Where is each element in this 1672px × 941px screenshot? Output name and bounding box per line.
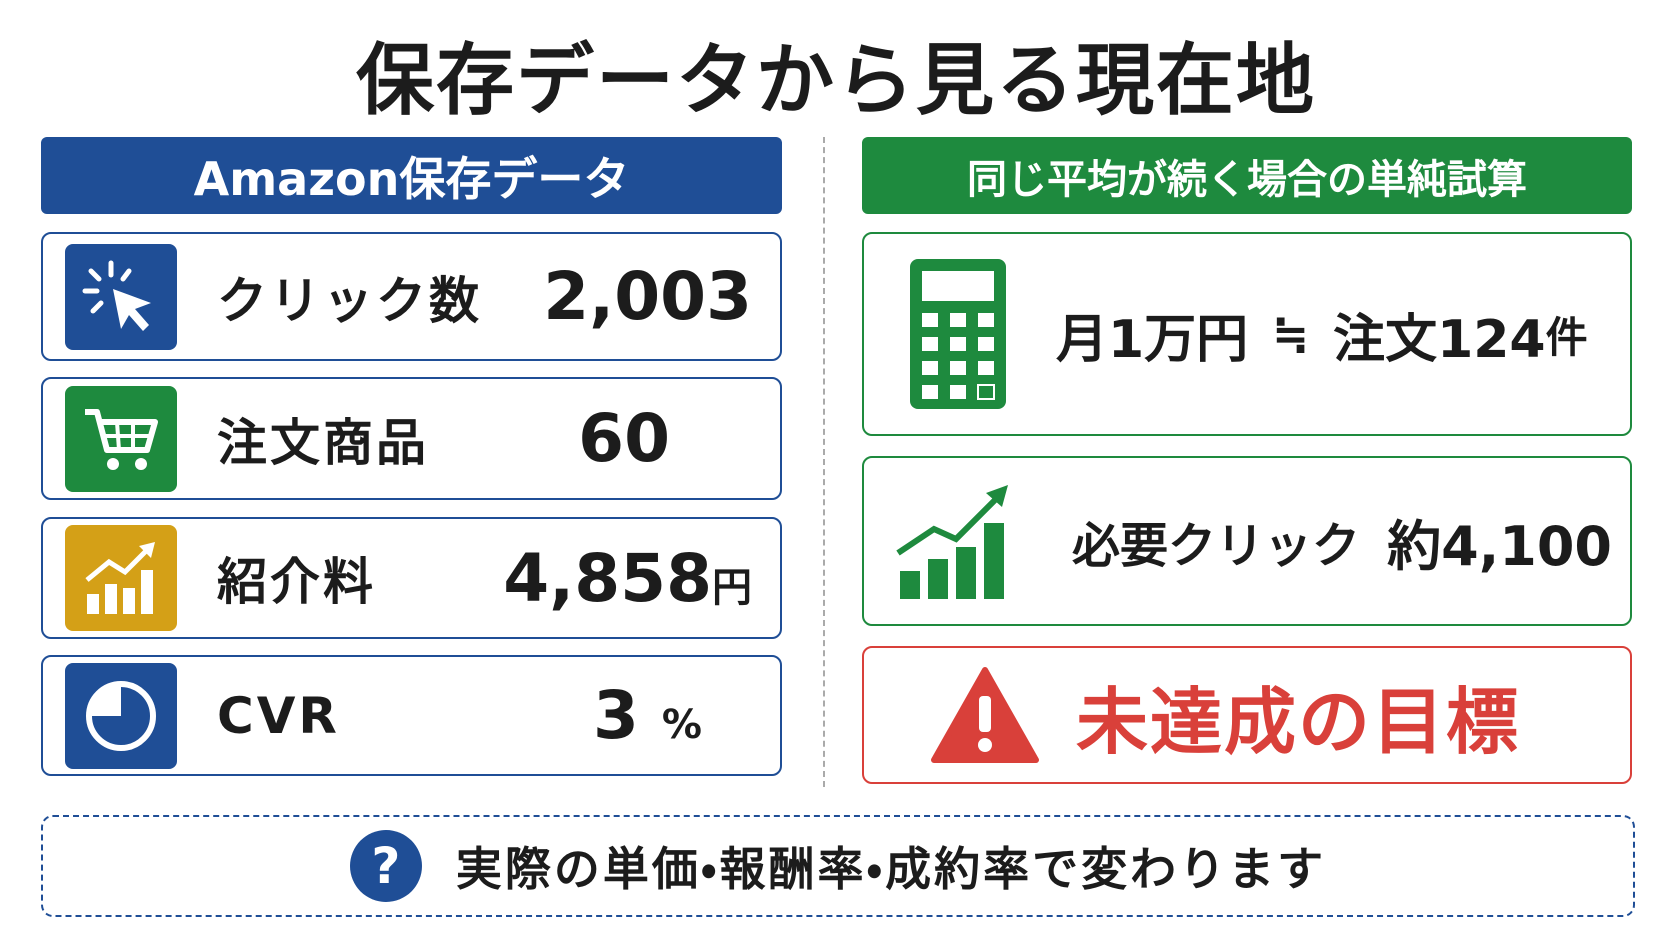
stat-label: CVR	[217, 686, 340, 745]
divider	[823, 137, 825, 787]
stat-value: 3	[593, 677, 639, 754]
stat-label: 紹介料	[217, 553, 376, 611]
stat-row: CVR 3 %	[41, 655, 782, 776]
estimate-box: 月1万円 ≒ 注文124 件	[862, 232, 1632, 436]
income: 月1万円	[1056, 309, 1249, 370]
pie-icon	[65, 662, 177, 769]
stat-row: クリック数 2,003	[41, 232, 782, 361]
warning-text: 未達成の目標	[1076, 679, 1521, 764]
stat-value: 2,003	[543, 258, 752, 335]
calculator-icon	[910, 259, 1006, 409]
click-icon	[65, 243, 177, 350]
left-header: Amazon保存データ	[41, 137, 782, 214]
warning-box: 未達成の目標	[862, 646, 1632, 784]
stat-unit: 円	[712, 564, 752, 611]
footer: ? 実際の単価・報酬率・成約率で変わります	[41, 815, 1635, 917]
approx-sign: ≒	[1272, 308, 1310, 360]
stat-row: 注文商品 60	[41, 377, 782, 500]
stat-row: 紹介料 4,858円	[41, 517, 782, 639]
right-header: 同じ平均が続く場合の単純試算	[862, 137, 1632, 214]
clicks-label: 必要クリック	[1072, 518, 1361, 574]
stat-label: 注文商品	[217, 413, 429, 472]
clicks-box: 必要クリック 約4,100	[862, 456, 1632, 626]
footer-note: 実際の単価・報酬率・成約率で変わります	[455, 842, 1327, 896]
chart-icon	[65, 525, 177, 631]
title: 保存データから見る現在地	[355, 36, 1316, 126]
warning-icon	[931, 667, 1039, 763]
growth-icon	[896, 485, 1008, 599]
clicks-value: 約4,100	[1387, 514, 1612, 578]
stat-unit: %	[661, 702, 702, 748]
orders: 注文124	[1333, 309, 1546, 370]
help-icon: ?	[349, 830, 422, 902]
cart-icon	[65, 385, 177, 492]
stat-value: 4,858	[503, 539, 712, 617]
orders-unit: 件	[1545, 312, 1588, 362]
stat-label: クリック数	[217, 271, 482, 330]
stat-value: 60	[578, 400, 670, 477]
